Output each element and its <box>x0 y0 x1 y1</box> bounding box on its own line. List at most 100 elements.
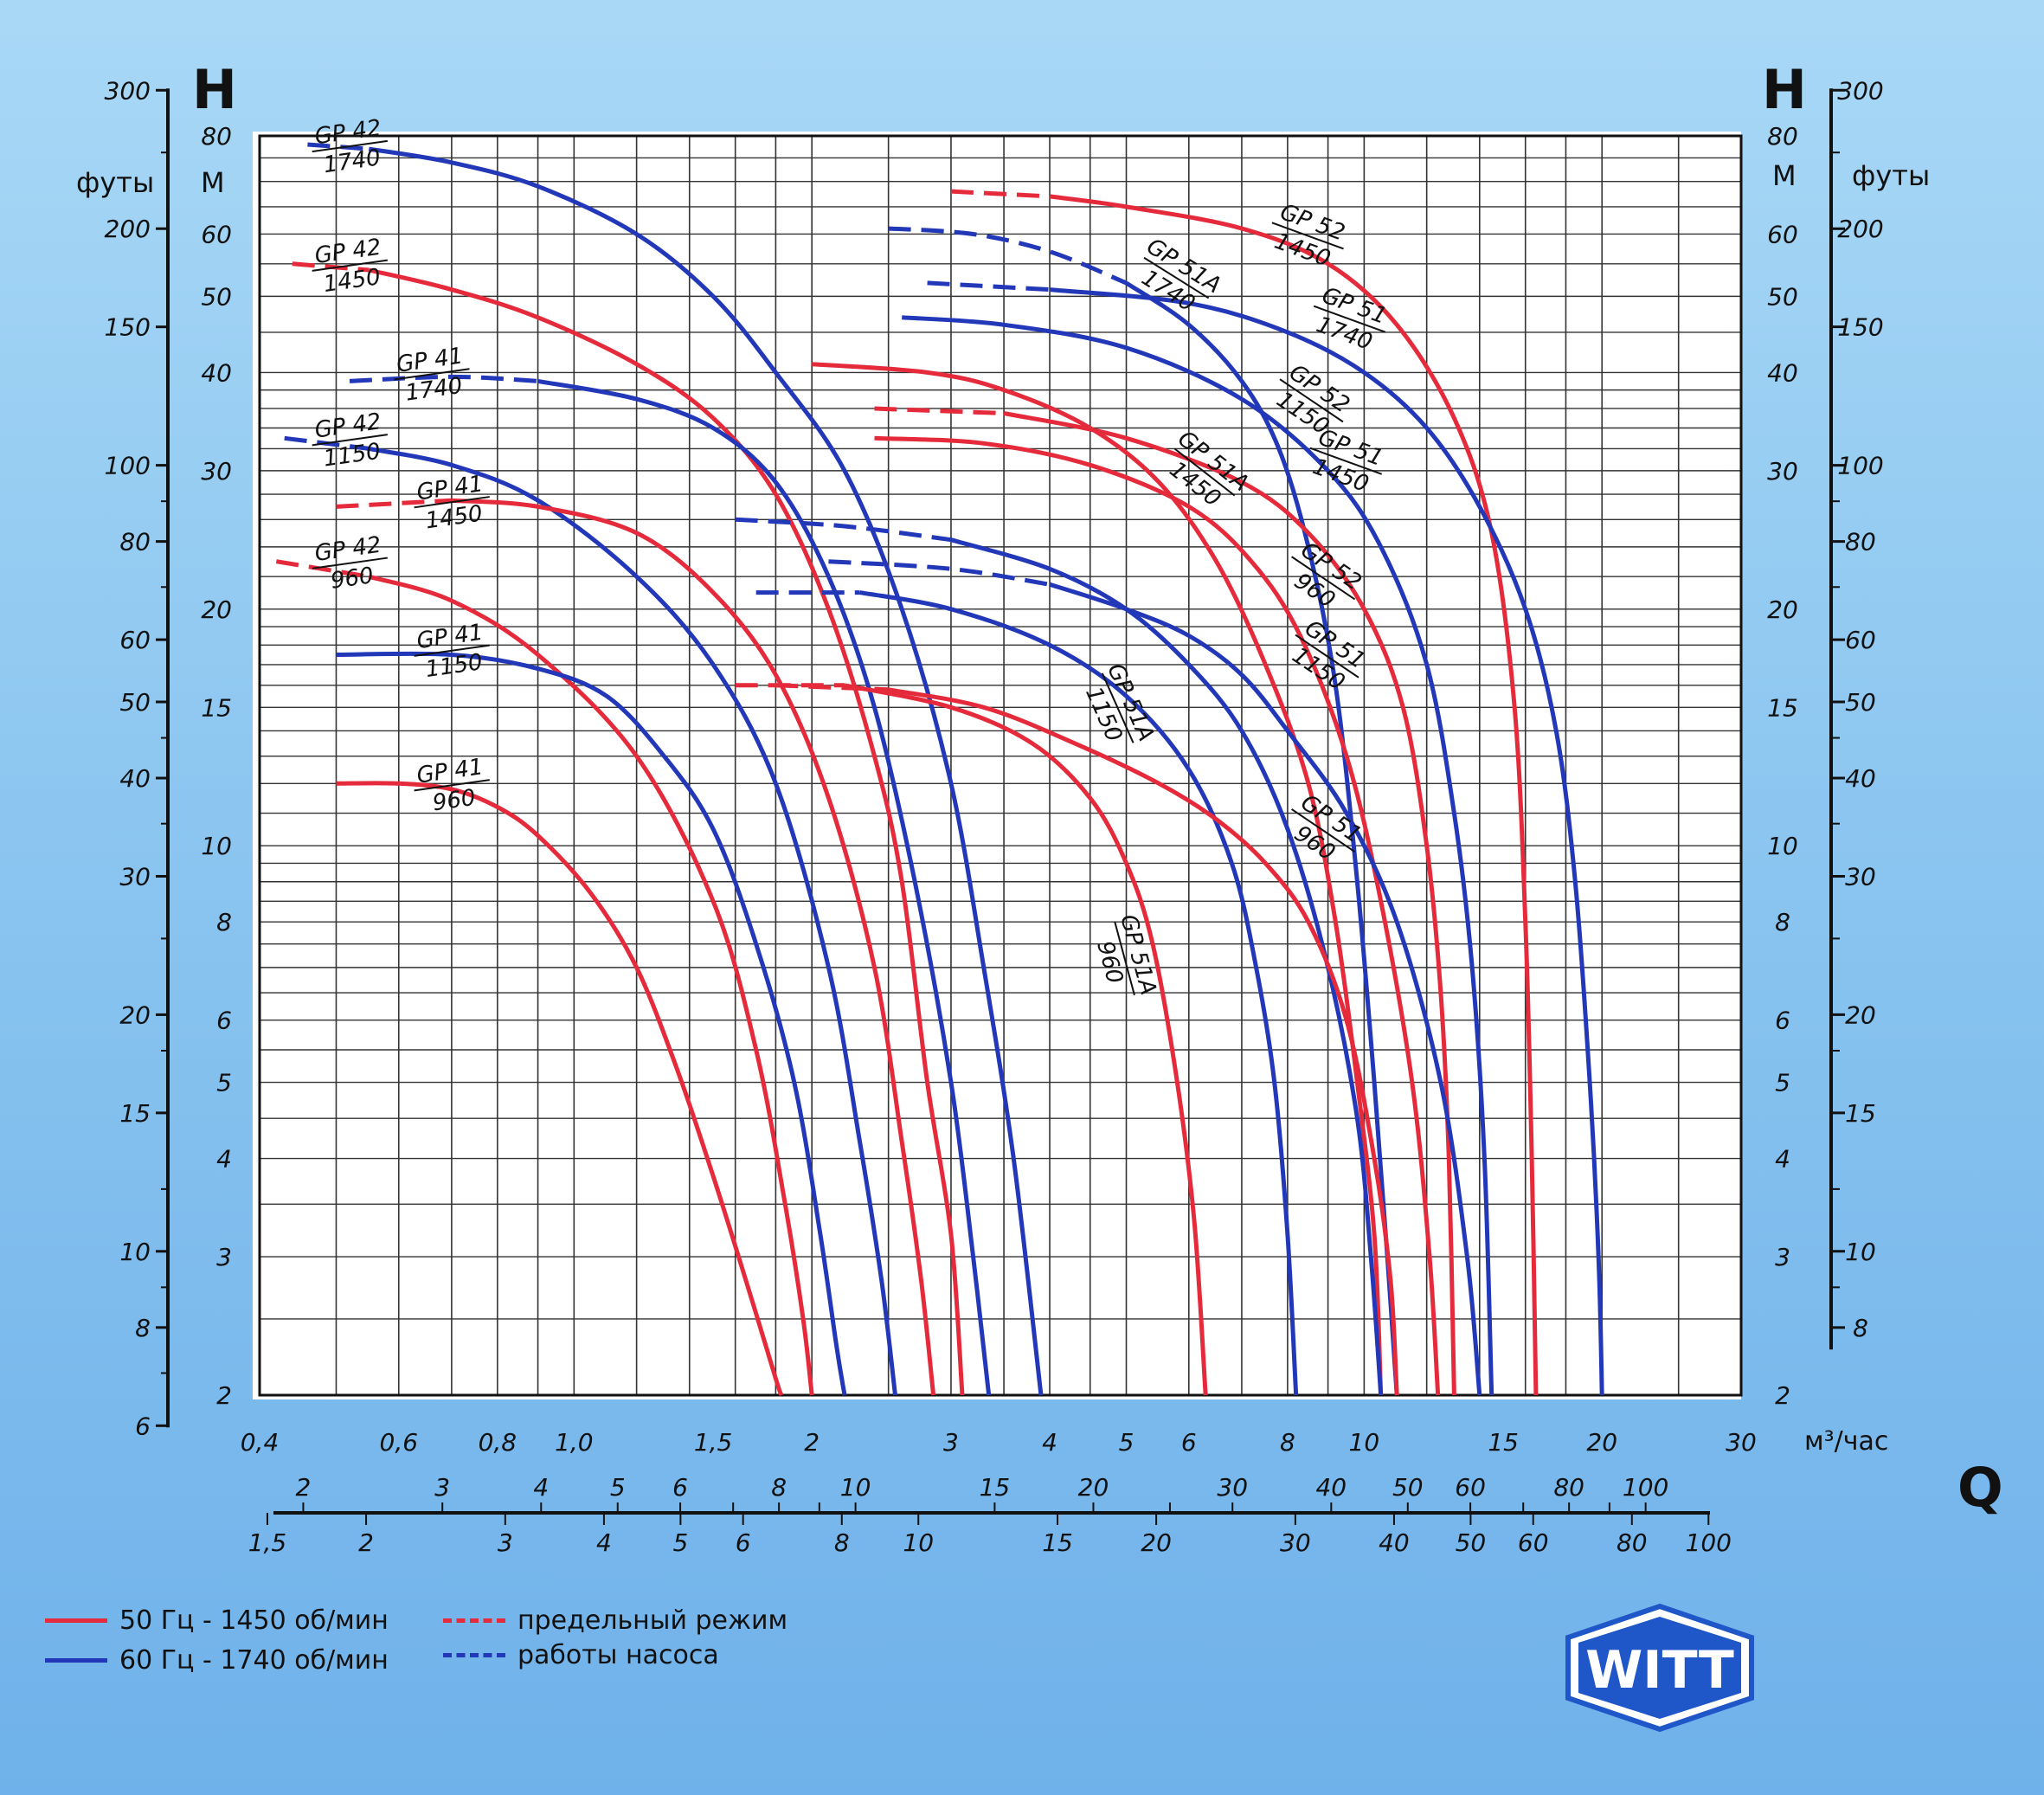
curve-gp-41-960 <box>336 781 784 1396</box>
right-m-tick-label: 60 <box>1767 220 1798 248</box>
curve-label-rule <box>394 368 470 381</box>
curve-label-rule <box>1291 556 1356 601</box>
x-row3-tick-label: 80 <box>1617 1528 1648 1557</box>
curve-label-rule <box>312 434 388 447</box>
x-tick-label: 0,8 <box>479 1428 517 1457</box>
right-m-tick-label: 80 <box>1767 122 1798 151</box>
curve-label-rule <box>1279 378 1344 423</box>
right-ft-tick-label: 200 <box>1837 215 1883 243</box>
right-m-tick-label: 5 <box>1775 1069 1790 1097</box>
curve-dashed-gp-42-1450 <box>292 261 370 273</box>
x-row3-tick-label: 100 <box>1686 1528 1732 1557</box>
x-tick-label: 30 <box>1726 1428 1757 1457</box>
x-unit-label: м³/час <box>1804 1426 1888 1457</box>
right-ft-tick-label: 30 <box>1845 862 1876 891</box>
x-tick-label: 15 <box>1488 1428 1519 1457</box>
legend-dashed-blue: работы насоса <box>443 1637 719 1672</box>
curve-label-rule <box>414 644 490 657</box>
x-tick-label: 4 <box>1042 1428 1057 1457</box>
right-ft-tick-label: 20 <box>1845 1000 1876 1029</box>
right-h-label: H <box>1762 58 1807 121</box>
right-ft-tick-label: 8 <box>1853 1314 1868 1342</box>
left-m-tick-label: 3 <box>216 1243 232 1271</box>
left-m-tick-label: 15 <box>201 693 232 722</box>
curve-dashed-gp-41-1740 <box>349 374 538 383</box>
right-m-tick-label: 15 <box>1767 693 1798 722</box>
x-row2-tick-label: 10 <box>840 1473 871 1502</box>
curve-dashed-gp-52-1450 <box>950 189 1051 199</box>
legend-blue-solid-text: 60 Гц - 1740 об/мин <box>119 1644 389 1676</box>
curve-label-rule <box>414 496 490 509</box>
x-tick-label: 2 <box>804 1428 820 1457</box>
right-m-tick-label: 2 <box>1775 1381 1790 1410</box>
left-m-tick-label: 60 <box>201 220 232 248</box>
witt-logo: WITT <box>1565 1603 1754 1733</box>
x-row2-tick-label: 100 <box>1623 1473 1668 1502</box>
legend-red-solid-swatch <box>45 1618 107 1623</box>
left-ft-tick-label: 10 <box>119 1238 151 1266</box>
logo-text: WITT <box>1585 1640 1734 1701</box>
left-ft-tick-label: 8 <box>135 1314 151 1342</box>
x-row2-tick-label: 6 <box>672 1473 688 1502</box>
curve-gp-41-1450 <box>451 498 936 1396</box>
x-row2-tick-label: 20 <box>1078 1473 1109 1502</box>
right-m-tick-label: 20 <box>1767 595 1798 624</box>
right-ft-label: футы <box>1852 159 1930 192</box>
legend-blue-dashed-swatch <box>443 1652 505 1657</box>
x-tick-label: 0,4 <box>241 1428 280 1457</box>
x-row3-tick-label: 15 <box>1042 1528 1073 1557</box>
x-tick-label: 1,0 <box>555 1428 594 1457</box>
x-row2-tick-label: 3 <box>434 1473 450 1502</box>
x-tick-label: 3 <box>943 1428 959 1457</box>
curve-gp-42-1450 <box>368 267 965 1396</box>
curve-gp-42-960 <box>368 574 814 1396</box>
left-m-tick-label: 80 <box>201 122 232 151</box>
right-ft-tick-label: 80 <box>1845 528 1876 557</box>
right-ft-tick-label: 300 <box>1837 76 1883 105</box>
curve-gp-42-1740 <box>368 146 1044 1396</box>
x-tick-label: 6 <box>1181 1428 1197 1457</box>
right-m-tick-label: 50 <box>1767 282 1798 311</box>
left-ft-tick-label: 30 <box>119 862 151 891</box>
right-m-tick-label: 3 <box>1775 1243 1790 1271</box>
right-m-tick-label: 4 <box>1775 1145 1790 1174</box>
legend-blue-solid-swatch <box>45 1657 107 1663</box>
curve-dashed-gp-52-960 <box>735 517 952 543</box>
x-tick-label: 10 <box>1349 1428 1380 1457</box>
plot-area <box>253 132 1741 1399</box>
x-row3-tick-label: 40 <box>1379 1528 1410 1557</box>
curve-dashed-gp-42-1740 <box>307 142 370 151</box>
left-m-tick-label: 4 <box>216 1145 232 1174</box>
legend-blue-solid: 60 Гц - 1740 об/мин <box>45 1643 389 1677</box>
left-ft-tick-label: 40 <box>119 764 151 793</box>
x-row2-tick-label: 60 <box>1455 1473 1486 1502</box>
x-tick-label: 5 <box>1119 1428 1134 1457</box>
x-row2-tick-label: 15 <box>980 1473 1011 1502</box>
right-m-tick-label: 6 <box>1775 1007 1790 1035</box>
x-row2-tick-label: 30 <box>1217 1473 1248 1502</box>
curve-dashed-gp-51-960 <box>828 559 1051 587</box>
x-row3-tick-label: 6 <box>736 1528 751 1557</box>
curve-label-rpm: 960 <box>431 785 477 817</box>
right-ft-tick-label: 10 <box>1845 1238 1876 1266</box>
right-ft-tick-label: 100 <box>1837 452 1883 480</box>
curve-gp-51a-1450 <box>812 362 1384 1396</box>
curve-label-rpm: 960 <box>329 563 375 595</box>
curve-label-rule <box>1271 222 1344 250</box>
right-ft-tick-label: 15 <box>1845 1099 1876 1128</box>
x-row3-tick-label: 3 <box>498 1528 513 1557</box>
left-m-label: М <box>201 166 225 199</box>
curve-label-rule <box>312 259 388 272</box>
right-m-tick-label: 40 <box>1767 358 1798 387</box>
curve-dashed-gp-51-1740 <box>927 280 1051 293</box>
curve-gp-51-960 <box>1049 582 1482 1396</box>
x-row3-tick-label: 1,5 <box>248 1528 287 1557</box>
x-row3-tick-label: 20 <box>1141 1528 1172 1557</box>
x-row2-tick-label: 5 <box>610 1473 626 1502</box>
x-row3-tick-label: 30 <box>1280 1528 1311 1557</box>
left-m-tick-label: 20 <box>201 595 232 624</box>
left-ft-tick-label: 300 <box>105 76 151 105</box>
curve-dashed-gp-42-960 <box>275 559 370 579</box>
legend-dashed-text-2: работы насоса <box>517 1639 719 1670</box>
